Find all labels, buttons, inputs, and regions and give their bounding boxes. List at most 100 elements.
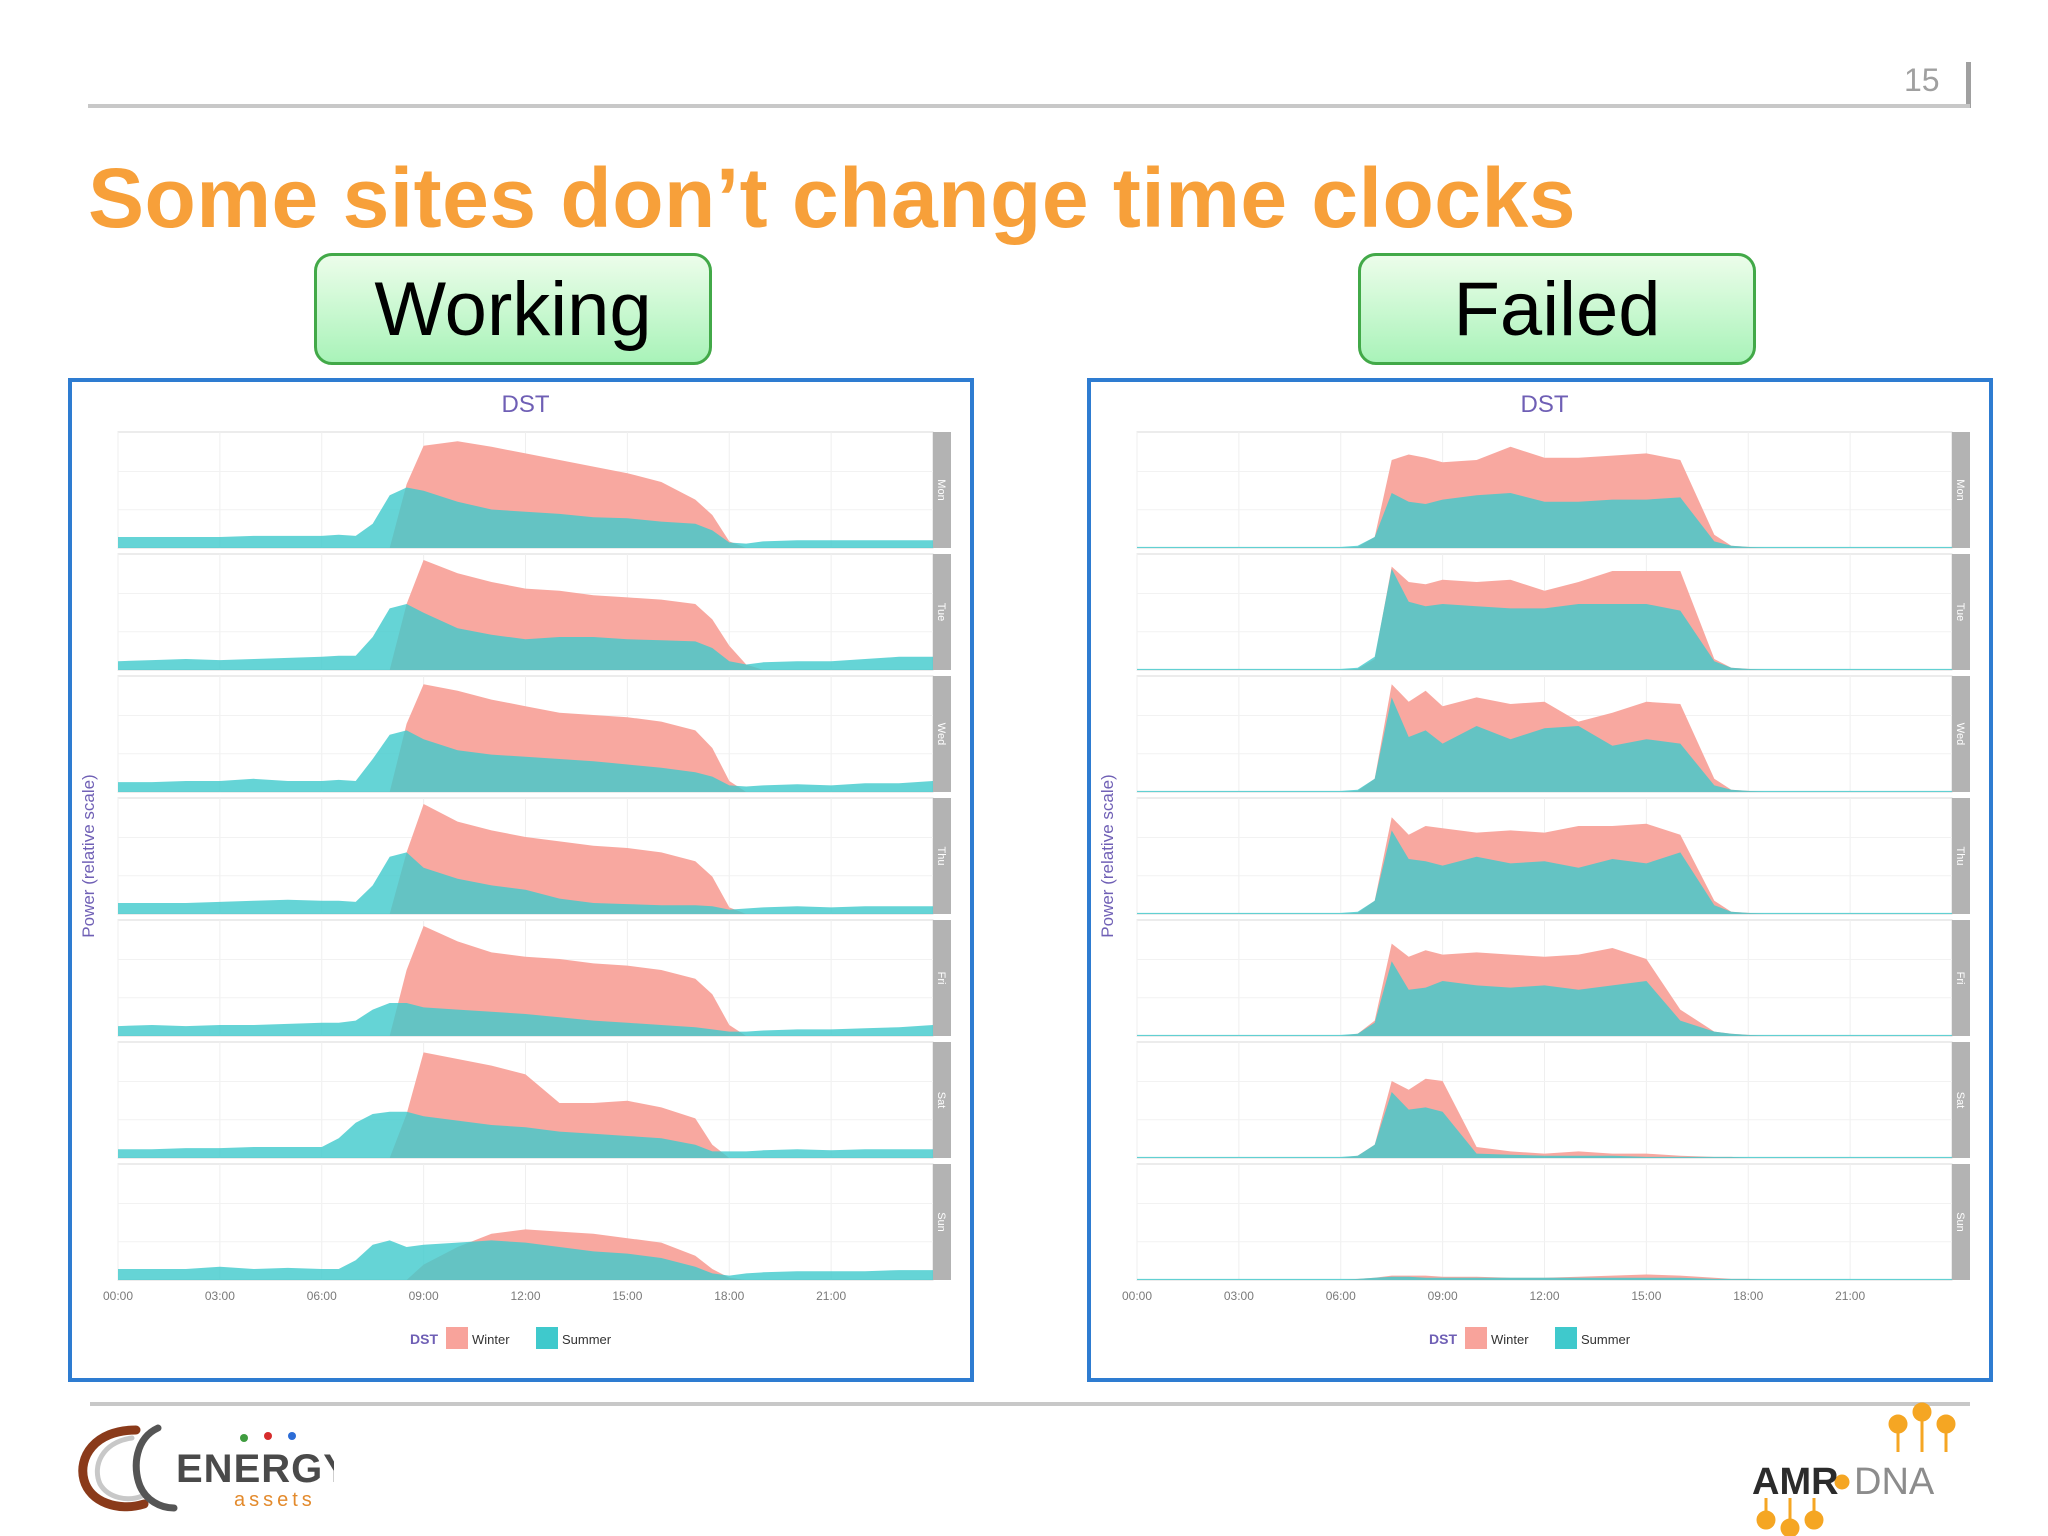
facet-label: Sat [1954, 1092, 1966, 1109]
facet-strip [933, 676, 951, 792]
energy-assets-logo: ENERGY assets [78, 1424, 334, 1512]
chart-title: DST [1521, 391, 1569, 418]
area-summer-thu [118, 852, 933, 914]
facet-sat: Sat [117, 1041, 951, 1159]
x-tick-label: 00:00 [1122, 1289, 1152, 1303]
facet-wed: Wed [117, 675, 951, 793]
area-winter-thu [118, 804, 933, 914]
slide-title: Some sites don’t change time clocks [88, 151, 1576, 245]
facet-label: Thu [935, 847, 947, 866]
area-summer-tue [1137, 568, 1952, 670]
page-number: 15 [1904, 62, 1940, 98]
area-summer-wed [1137, 697, 1952, 792]
facet-strip [1952, 1164, 1970, 1280]
facet-strip [1952, 1042, 1970, 1158]
amr-dna-logo: AMR DNA [1752, 1402, 1956, 1536]
facet-wed: Wed [1136, 675, 1970, 793]
y-axis-label: Power (relative scale) [79, 774, 98, 937]
facet-label: Thu [1954, 847, 1966, 866]
facet-label: Wed [1954, 723, 1966, 745]
facet-strip [933, 920, 951, 1036]
x-tick-label: 03:00 [1224, 1289, 1254, 1303]
chart-title: DST [502, 391, 550, 418]
area-summer-sun [1137, 1276, 1952, 1280]
facet-label: Fri [1954, 972, 1966, 985]
legend-label-summer: Summer [562, 1332, 612, 1347]
legend-title: DST [410, 1331, 438, 1347]
facet-strip [1952, 554, 1970, 670]
legend-swatch-winter [446, 1327, 468, 1349]
area-summer-mon [1137, 493, 1952, 548]
facet-mon: Mon [117, 431, 951, 549]
facet-fri: Fri [117, 919, 951, 1037]
svg-text:assets: assets [234, 1489, 316, 1511]
failed-chart: DST Power (relative scale) Mon Tue Wed Thu Fri… [1098, 391, 1970, 1349]
facet-strip [1952, 432, 1970, 548]
facet-label: Sat [935, 1092, 947, 1109]
facet-fri: Fri [1136, 919, 1970, 1037]
x-tick-label: 15:00 [1631, 1289, 1661, 1303]
x-tick-label: 06:00 [1326, 1289, 1356, 1303]
legend: DST Winter Summer [410, 1327, 612, 1349]
facet-thu: Thu [1136, 797, 1970, 915]
working-label-box: Working [314, 253, 712, 365]
facet-strip [933, 1164, 951, 1280]
area-summer-sun [118, 1240, 933, 1280]
area-winter-fri [118, 926, 933, 1036]
legend-title: DST [1429, 1331, 1457, 1347]
x-tick-label: 18:00 [714, 1289, 744, 1303]
area-winter-mon [1137, 446, 1952, 548]
x-tick-label: 12:00 [1529, 1289, 1559, 1303]
facet-strip [1952, 676, 1970, 792]
facet-strip [933, 554, 951, 670]
y-axis-label: Power (relative scale) [1098, 774, 1117, 937]
facet-label: Sun [935, 1212, 947, 1232]
facet-label: Mon [1954, 479, 1966, 500]
facet-strip [933, 432, 951, 548]
facet-sun: Sun [1136, 1163, 1970, 1281]
bottom-divider [90, 1402, 1970, 1406]
area-summer-thu [1137, 830, 1952, 914]
working-chart: DST Power (relative scale) Mon Tue Wed Thu Fri… [79, 391, 951, 1349]
area-summer-tue [118, 604, 933, 670]
svg-text:ENERGY: ENERGY [176, 1447, 334, 1491]
area-summer-wed [118, 730, 933, 792]
facet-strip [933, 798, 951, 914]
x-tick-label: 15:00 [612, 1289, 642, 1303]
x-tick-label: 21:00 [1835, 1289, 1865, 1303]
area-summer-fri [118, 1003, 933, 1036]
area-winter-sat [118, 1052, 933, 1158]
facet-tue: Tue [117, 553, 951, 671]
legend: DST Winter Summer [1429, 1327, 1631, 1349]
area-winter-mon [118, 441, 933, 548]
working-label: Working [374, 266, 652, 352]
legend-label-winter: Winter [472, 1332, 510, 1347]
area-winter-tue [118, 560, 933, 670]
facet-sun: Sun [117, 1163, 951, 1281]
legend-label-summer: Summer [1581, 1332, 1631, 1347]
area-summer-fri [1137, 961, 1952, 1036]
facet-label: Fri [935, 972, 947, 985]
legend-label-winter: Winter [1491, 1332, 1529, 1347]
x-tick-label: 09:00 [409, 1289, 439, 1303]
area-summer-sat [118, 1111, 933, 1158]
legend-swatch-summer [536, 1327, 558, 1349]
area-winter-wed [118, 684, 933, 792]
top-divider [88, 104, 1970, 108]
facet-label: Mon [935, 479, 947, 500]
facet-strip [1952, 920, 1970, 1036]
failed-chart-frame: DST Power (relative scale) Mon Tue Wed Thu Fri… [1087, 378, 1993, 1382]
working-chart-frame: DST Power (relative scale) Mon Tue Wed Thu Fri… [68, 378, 974, 1382]
facet-strip [933, 1042, 951, 1158]
facet-mon: Mon [1136, 431, 1970, 549]
x-tick-label: 09:00 [1428, 1289, 1458, 1303]
x-tick-label: 00:00 [103, 1289, 133, 1303]
failed-label-box: Failed [1358, 253, 1756, 365]
x-tick-label: 12:00 [510, 1289, 540, 1303]
facet-label: Tue [935, 603, 947, 622]
facet-thu: Thu [117, 797, 951, 915]
facet-label: Wed [935, 723, 947, 745]
x-tick-label: 18:00 [1733, 1289, 1763, 1303]
facet-sat: Sat [1136, 1041, 1970, 1159]
